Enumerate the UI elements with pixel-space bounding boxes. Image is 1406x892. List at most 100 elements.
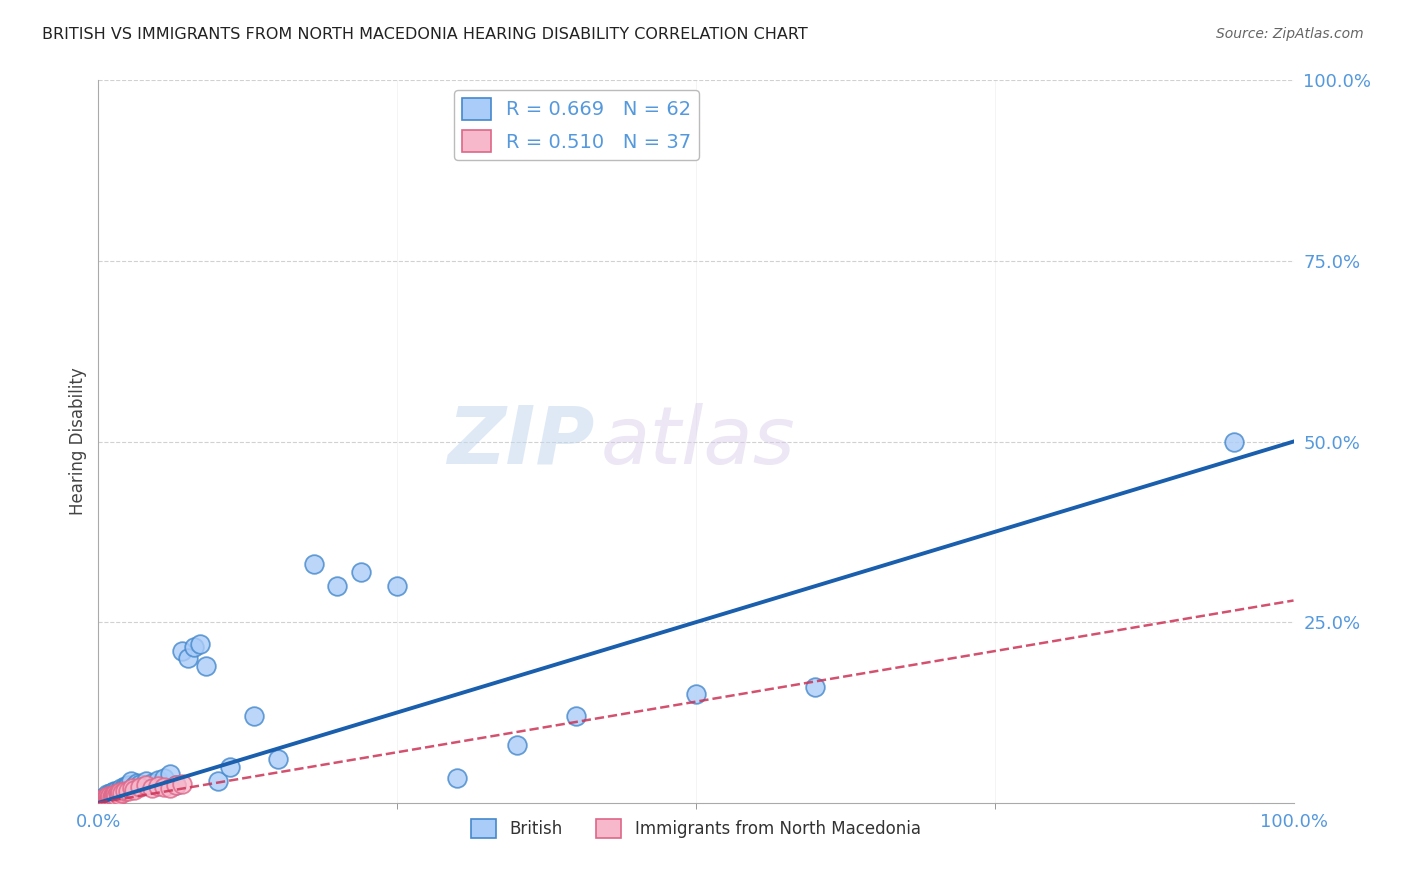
- Point: [105, 783, 128, 797]
- Point: [101, 788, 124, 802]
- Point: [100, 786, 122, 800]
- Legend: British, Immigrants from North Macedonia: British, Immigrants from North Macedonia: [464, 813, 928, 845]
- Point: [183, 640, 205, 655]
- Point: [96, 787, 118, 801]
- Point: [243, 709, 266, 723]
- Point: [96, 792, 118, 806]
- Point: [91, 794, 114, 808]
- Point: [98, 790, 121, 805]
- Point: [104, 786, 127, 800]
- Point: [207, 774, 229, 789]
- Point: [565, 709, 588, 723]
- Point: [108, 785, 131, 799]
- Point: [98, 786, 122, 800]
- Point: [103, 788, 125, 802]
- Point: [90, 794, 112, 808]
- Point: [107, 788, 129, 802]
- Y-axis label: Hearing Disability: Hearing Disability: [69, 368, 87, 516]
- Text: atlas: atlas: [600, 402, 796, 481]
- Point: [97, 789, 120, 803]
- Point: [98, 788, 121, 802]
- Point: [98, 790, 122, 805]
- Point: [98, 792, 122, 806]
- Text: ZIP: ZIP: [447, 402, 595, 481]
- Point: [96, 792, 118, 806]
- Point: [117, 778, 139, 792]
- Point: [91, 794, 114, 808]
- Point: [117, 783, 139, 797]
- Point: [385, 579, 409, 593]
- Point: [91, 792, 114, 806]
- Point: [129, 780, 152, 794]
- Point: [110, 781, 132, 796]
- Point: [135, 778, 157, 792]
- Point: [121, 781, 143, 796]
- Point: [90, 794, 112, 808]
- Point: [177, 651, 200, 665]
- Point: [93, 793, 115, 807]
- Point: [93, 793, 115, 807]
- Point: [97, 793, 120, 807]
- Point: [91, 792, 114, 806]
- Point: [219, 760, 242, 774]
- Point: [91, 794, 114, 808]
- Point: [350, 565, 373, 579]
- Point: [124, 779, 146, 793]
- Point: [100, 789, 122, 804]
- Point: [125, 775, 148, 789]
- Text: Source: ZipAtlas.com: Source: ZipAtlas.com: [1216, 27, 1364, 41]
- Point: [108, 782, 131, 797]
- Point: [685, 687, 707, 701]
- Text: BRITISH VS IMMIGRANTS FROM NORTH MACEDONIA HEARING DISABILITY CORRELATION CHART: BRITISH VS IMMIGRANTS FROM NORTH MACEDON…: [42, 27, 808, 42]
- Point: [141, 781, 163, 796]
- Point: [159, 781, 181, 796]
- Point: [104, 787, 127, 801]
- Point: [97, 789, 120, 804]
- Point: [98, 791, 121, 805]
- Point: [98, 789, 122, 803]
- Point: [153, 780, 176, 794]
- Point: [115, 780, 138, 794]
- Point: [111, 782, 134, 797]
- Point: [172, 644, 194, 658]
- Point: [103, 789, 125, 804]
- Point: [129, 777, 152, 791]
- Point: [153, 771, 176, 785]
- Point: [506, 738, 529, 752]
- Point: [159, 767, 181, 781]
- Point: [124, 782, 146, 797]
- Point: [93, 791, 115, 805]
- Point: [94, 791, 117, 805]
- Point: [96, 790, 118, 805]
- Point: [111, 786, 134, 800]
- Point: [94, 790, 117, 805]
- Point: [165, 778, 187, 792]
- Point: [195, 658, 218, 673]
- Point: [267, 752, 290, 766]
- Point: [302, 558, 325, 572]
- Point: [101, 785, 124, 799]
- Point: [94, 794, 117, 808]
- Point: [135, 774, 157, 789]
- Point: [165, 778, 187, 792]
- Point: [1223, 434, 1246, 449]
- Point: [120, 774, 142, 789]
- Point: [91, 793, 114, 807]
- Point: [172, 777, 194, 791]
- Point: [107, 786, 129, 800]
- Point: [804, 680, 827, 694]
- Point: [101, 789, 124, 803]
- Point: [93, 790, 115, 805]
- Point: [114, 784, 136, 798]
- Point: [114, 779, 136, 793]
- Point: [326, 579, 349, 593]
- Point: [100, 790, 122, 805]
- Point: [103, 784, 125, 798]
- Point: [96, 789, 118, 804]
- Point: [188, 637, 211, 651]
- Point: [94, 794, 117, 808]
- Point: [148, 772, 170, 787]
- Point: [141, 775, 163, 789]
- Point: [91, 790, 114, 805]
- Point: [97, 791, 120, 805]
